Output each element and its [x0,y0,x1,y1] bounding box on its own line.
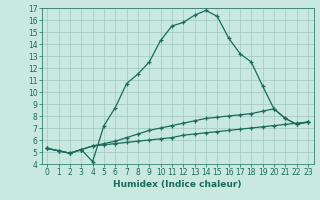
X-axis label: Humidex (Indice chaleur): Humidex (Indice chaleur) [113,180,242,189]
